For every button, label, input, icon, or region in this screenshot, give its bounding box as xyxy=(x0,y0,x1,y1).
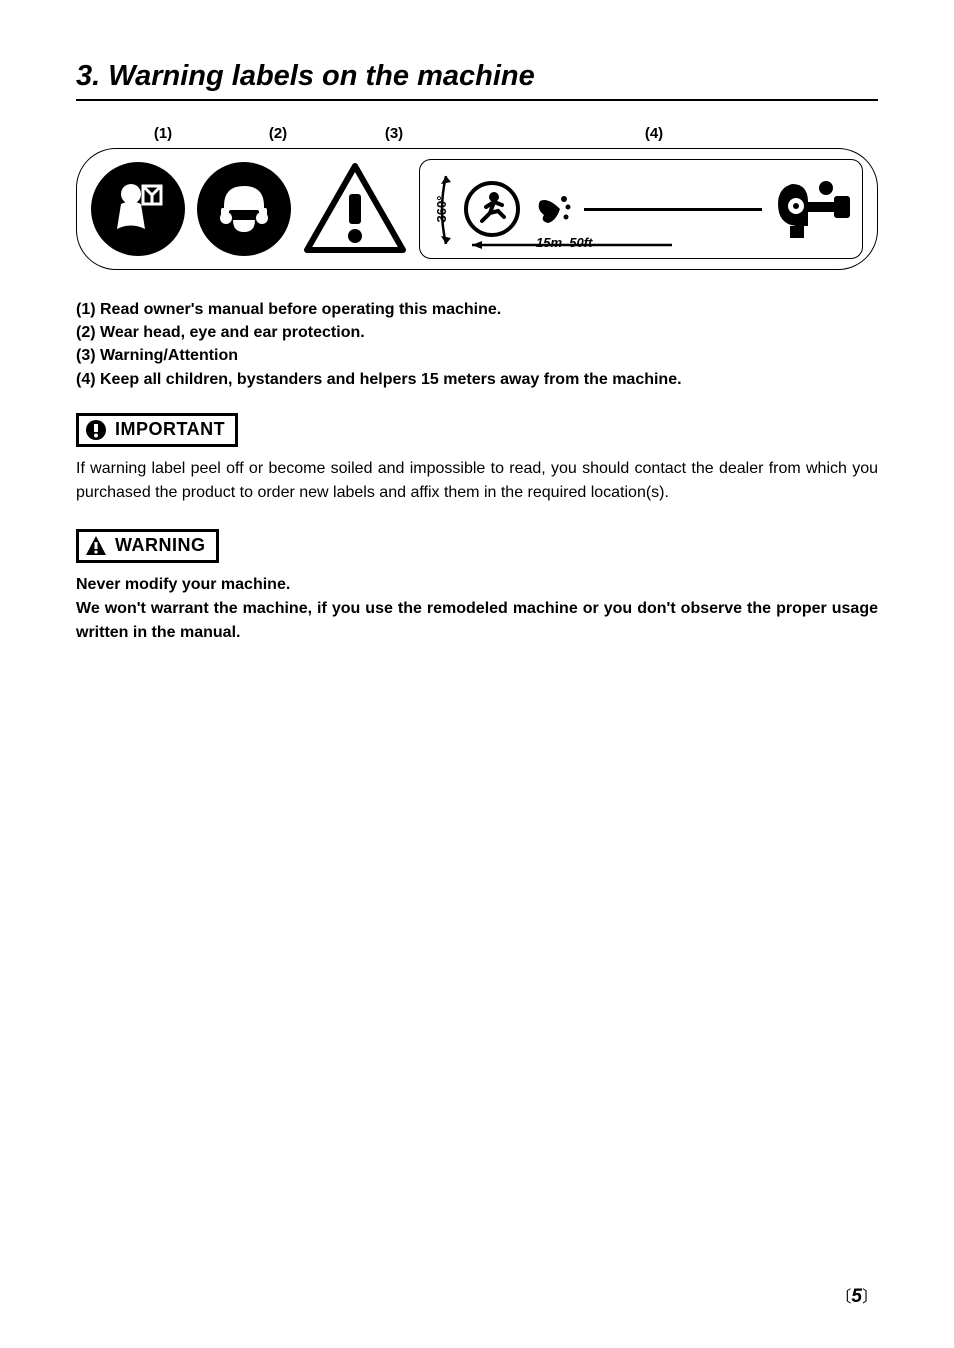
list-item: (2) Wear head, eye and ear protection. xyxy=(76,321,878,344)
important-label: IMPORTANT xyxy=(115,419,225,440)
warning-text: Never modify your machine. We won't warr… xyxy=(76,573,878,645)
warning-triangle-icon xyxy=(303,162,407,256)
important-callout: IMPORTANT xyxy=(76,413,238,447)
bystander-icon xyxy=(472,189,512,229)
warning-callout: WARNING xyxy=(76,529,219,563)
warning-icon xyxy=(85,535,107,557)
debris-icon xyxy=(530,187,574,231)
ppe-icon xyxy=(197,162,291,256)
label-num-3: (3) xyxy=(334,125,454,142)
list-item: (1) Read owner's manual before operating… xyxy=(76,298,878,321)
read-manual-icon xyxy=(91,162,185,256)
keep-away-panel: 360° xyxy=(419,159,863,259)
warning-label: WARNING xyxy=(115,535,206,556)
label-descriptions: (1) Read owner's manual before operating… xyxy=(76,298,878,391)
arc-arrow-icon xyxy=(438,168,460,252)
important-icon xyxy=(85,419,107,441)
distance-m-label: 15m 50ft xyxy=(536,235,592,250)
label-numbers-row: (1) (2) (3) (4) xyxy=(76,125,878,142)
section-title: 3. Warning labels on the machine xyxy=(76,60,878,101)
important-text: If warning label peel off or become soil… xyxy=(76,457,878,505)
list-item: (4) Keep all children, bystanders and he… xyxy=(76,368,878,391)
trimmer-icon xyxy=(772,174,852,244)
label-num-2: (2) xyxy=(222,125,334,142)
page-number: 〔5〕 xyxy=(835,1283,878,1308)
label-num-1: (1) xyxy=(104,125,222,142)
warning-labels-panel: 360° xyxy=(76,148,878,270)
list-item: (3) Warning/Attention xyxy=(76,344,878,367)
label-num-4: (4) xyxy=(454,125,854,142)
